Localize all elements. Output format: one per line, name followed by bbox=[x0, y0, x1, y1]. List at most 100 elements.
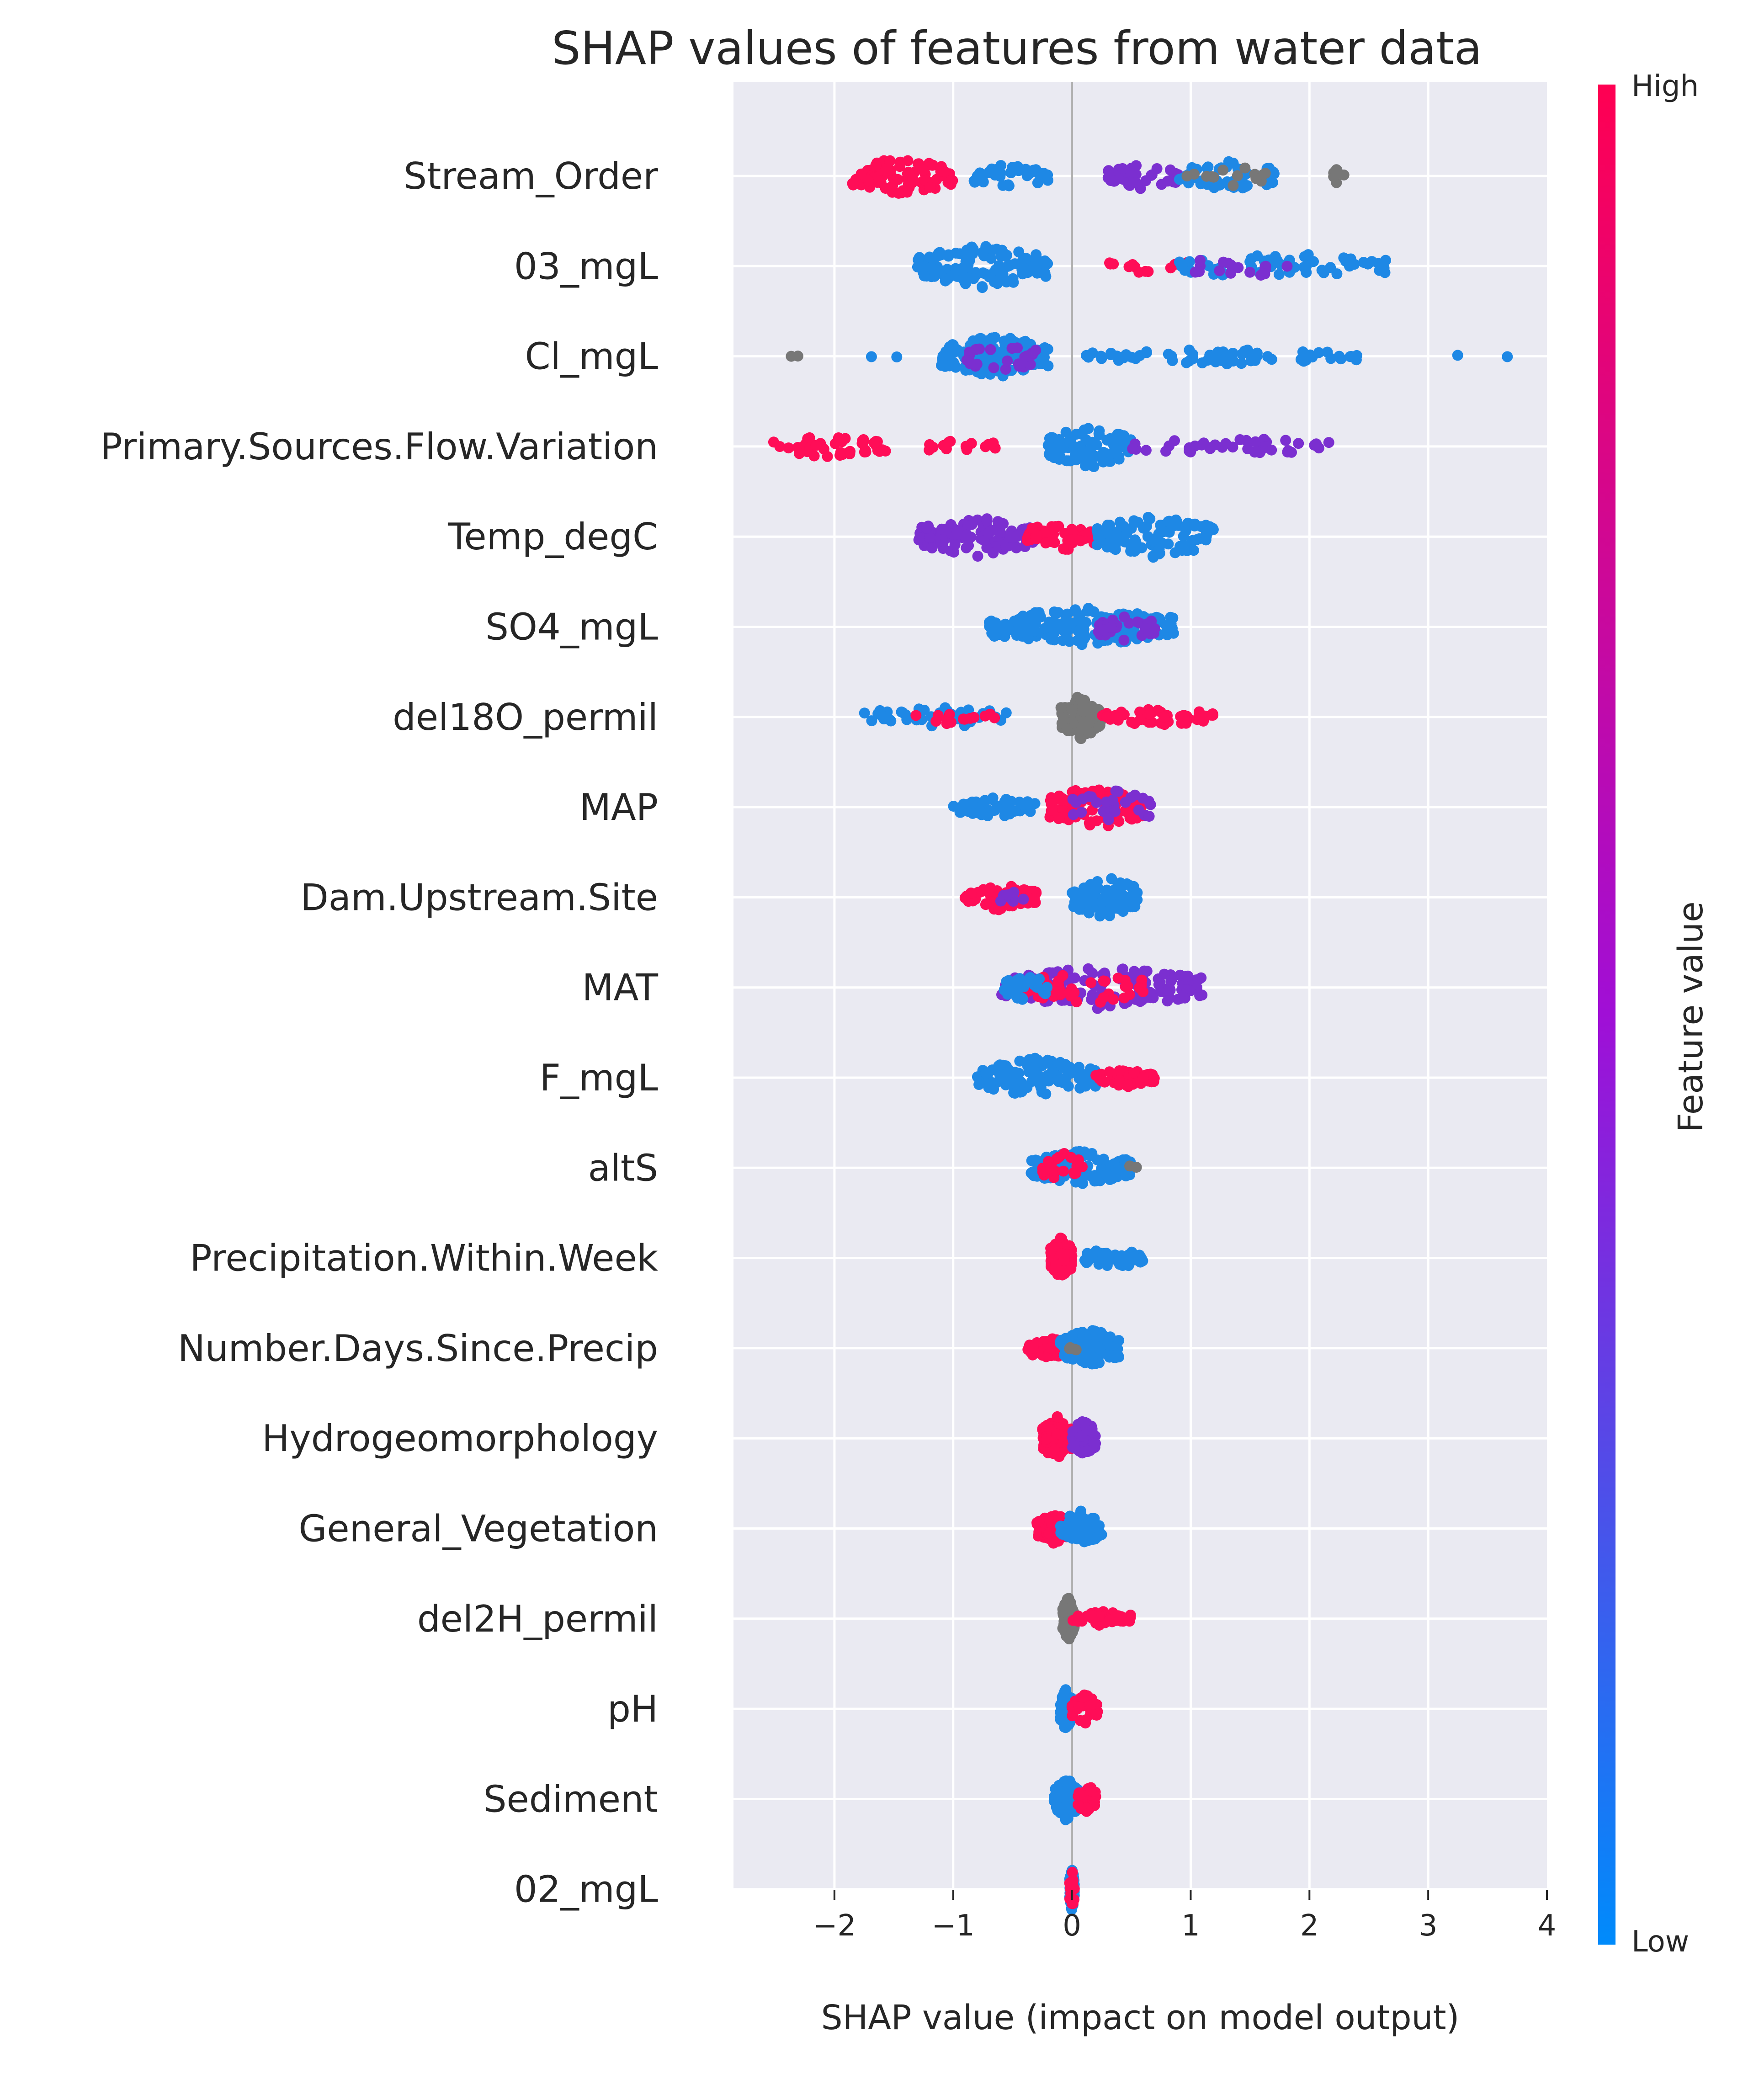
colorbar bbox=[1598, 85, 1616, 1945]
shap-point bbox=[1013, 246, 1025, 258]
shap-point bbox=[1120, 797, 1131, 808]
shap-point bbox=[1079, 893, 1090, 905]
shap-point bbox=[1014, 1055, 1026, 1067]
feature-label: F_mgL bbox=[540, 1057, 659, 1099]
shap-point bbox=[1058, 543, 1069, 554]
shap-point bbox=[1184, 355, 1195, 367]
shap-point bbox=[1118, 709, 1130, 720]
shap-point bbox=[1043, 1528, 1055, 1539]
shap-point bbox=[1062, 1813, 1073, 1824]
shap-point bbox=[933, 264, 944, 275]
shap-point bbox=[1237, 182, 1249, 194]
shap-point bbox=[1030, 625, 1041, 637]
shap-point bbox=[1110, 785, 1121, 797]
shap-point bbox=[1086, 993, 1098, 1004]
shap-point bbox=[1143, 811, 1155, 822]
shap-point bbox=[1067, 1898, 1078, 1909]
shap-point bbox=[1049, 447, 1061, 459]
shap-point bbox=[987, 792, 999, 803]
shap-point bbox=[994, 1059, 1005, 1071]
shap-point bbox=[1132, 894, 1143, 905]
feature-label: del18O_permil bbox=[393, 696, 658, 739]
shap-point bbox=[1009, 615, 1020, 627]
shap-point bbox=[1201, 170, 1212, 182]
shap-point bbox=[901, 186, 913, 198]
shap-point bbox=[1009, 258, 1020, 270]
shap-point bbox=[968, 712, 980, 723]
shap-point bbox=[998, 1072, 1009, 1084]
shap-point bbox=[1033, 259, 1044, 270]
shap-point bbox=[1075, 1068, 1087, 1079]
shap-point bbox=[1030, 613, 1042, 624]
shap-point bbox=[1280, 435, 1291, 446]
shap-point bbox=[1000, 364, 1011, 375]
shap-point bbox=[892, 174, 903, 185]
shap-point bbox=[1041, 1351, 1052, 1362]
shap-point bbox=[1076, 1430, 1087, 1442]
shap-point bbox=[1028, 1170, 1040, 1181]
shap-point bbox=[999, 618, 1011, 630]
feature-label: 02_mgL bbox=[514, 1868, 659, 1911]
shap-point bbox=[1251, 351, 1263, 362]
shap-point bbox=[1266, 354, 1277, 365]
shap-point bbox=[1184, 442, 1195, 453]
feature-label: Temp_degC bbox=[447, 516, 658, 558]
shap-point bbox=[1313, 347, 1324, 358]
shap-point bbox=[1051, 1428, 1063, 1440]
shap-point bbox=[1178, 710, 1190, 721]
shap-point bbox=[1041, 1433, 1052, 1445]
shap-point bbox=[984, 166, 996, 177]
shap-point bbox=[1074, 1789, 1085, 1800]
shap-point bbox=[1105, 540, 1116, 551]
shap-point bbox=[1065, 1888, 1077, 1899]
shap-point bbox=[1083, 423, 1094, 434]
shap-point bbox=[1019, 977, 1031, 989]
shap-point bbox=[1042, 360, 1054, 372]
shap-point bbox=[1068, 809, 1079, 820]
shap-point bbox=[980, 1068, 991, 1079]
shap-point bbox=[962, 520, 974, 531]
shap-point bbox=[1083, 791, 1095, 802]
shap-point bbox=[1122, 981, 1133, 992]
shap-point bbox=[1141, 965, 1153, 977]
shap-point bbox=[1113, 1335, 1125, 1346]
shap-point bbox=[1069, 534, 1080, 545]
shap-point bbox=[1073, 1701, 1085, 1712]
shap-point bbox=[1087, 968, 1098, 979]
shap-point bbox=[1042, 1058, 1053, 1069]
shap-point bbox=[936, 523, 947, 535]
shap-point bbox=[1069, 888, 1080, 899]
shap-point bbox=[1063, 1794, 1075, 1805]
shap-point bbox=[981, 515, 993, 526]
shap-point bbox=[1050, 1260, 1062, 1271]
shap-point bbox=[1058, 442, 1069, 454]
shap-point bbox=[1047, 1333, 1058, 1345]
shap-point bbox=[1094, 784, 1105, 796]
shap-point bbox=[948, 801, 959, 812]
shap-point bbox=[1092, 1341, 1103, 1353]
shap-point bbox=[918, 164, 929, 175]
shap-point bbox=[1202, 355, 1213, 366]
shap-point bbox=[1228, 180, 1239, 191]
shap-point bbox=[1130, 353, 1142, 364]
shap-point bbox=[1027, 1342, 1039, 1354]
shap-point bbox=[1098, 975, 1109, 987]
shap-point bbox=[998, 518, 1009, 529]
feature-label: Cl_mgL bbox=[525, 335, 659, 378]
shap-point bbox=[1181, 170, 1193, 182]
shap-point bbox=[1116, 435, 1127, 446]
shap-point bbox=[774, 441, 786, 452]
shap-point bbox=[1318, 267, 1329, 278]
shap-point bbox=[1168, 521, 1179, 532]
shap-point bbox=[1122, 1079, 1133, 1091]
feature-label: Precipitation.Within.Week bbox=[190, 1237, 658, 1280]
shap-point bbox=[1198, 715, 1209, 727]
shap-point bbox=[1025, 359, 1036, 370]
shap-point bbox=[1084, 1150, 1096, 1161]
shap-point bbox=[964, 358, 976, 369]
shap-point bbox=[880, 183, 891, 194]
x-tick-label: −1 bbox=[932, 1909, 975, 1943]
shap-point bbox=[1084, 819, 1095, 831]
shap-point bbox=[1223, 156, 1234, 167]
shap-point bbox=[1073, 451, 1084, 463]
